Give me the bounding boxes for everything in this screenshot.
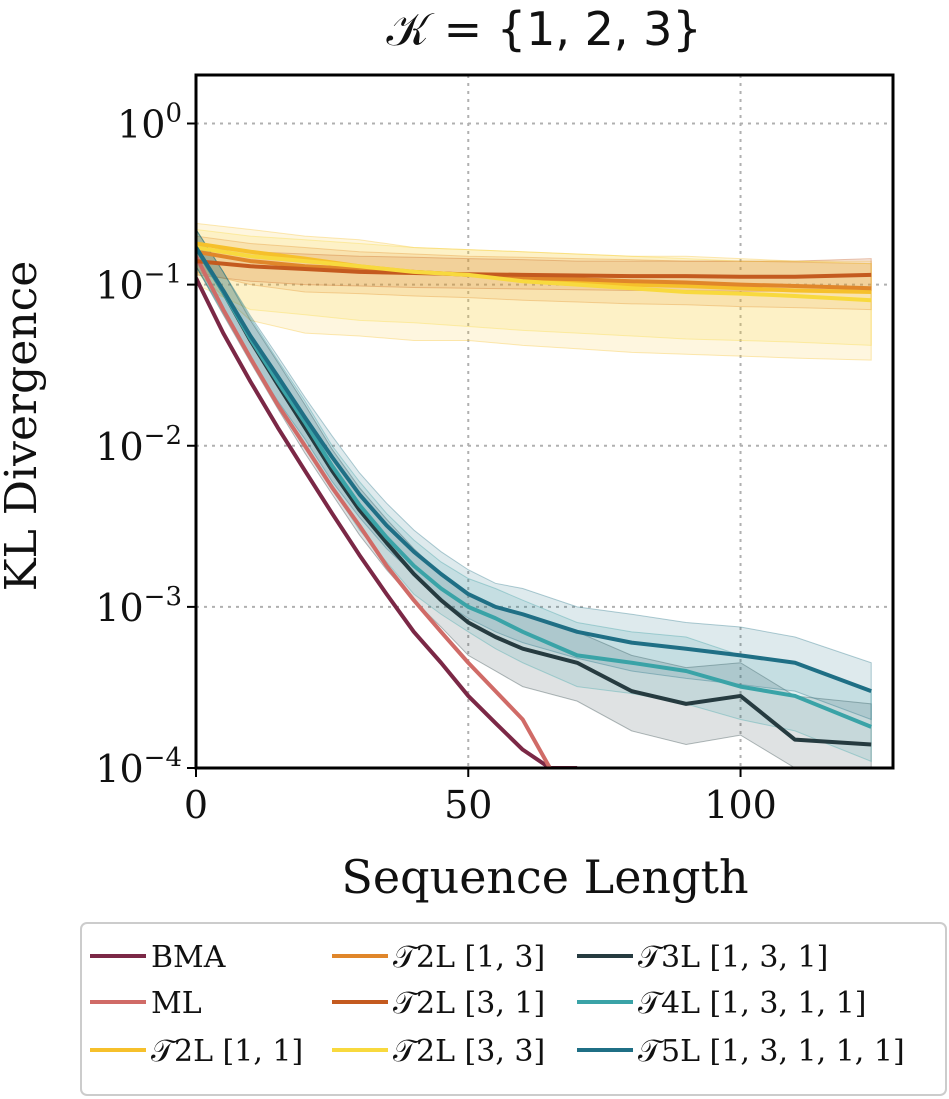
y-tick-label: 10−1	[95, 260, 182, 308]
series-5l-1-3-1-1-1-line	[196, 246, 872, 693]
series-2l-3-3-band	[196, 228, 872, 346]
series-2l-3-1-line	[196, 259, 872, 279]
legend-label: 𝒯2L [3, 3]	[393, 1034, 545, 1069]
legend-label: 𝒯5L [1, 3, 1, 1, 1]	[638, 1034, 905, 1069]
y-tick-label: 100	[117, 99, 182, 147]
series-5l-1-3-1-1-1-band	[196, 228, 872, 721]
legend-label: 𝒯4L [1, 3, 1, 1]	[638, 986, 867, 1021]
series-4l-1-3-1-1-line	[196, 246, 872, 729]
x-axis-ticks: 0 50 100	[184, 768, 777, 827]
plot-frame	[194, 73, 895, 770]
grid	[196, 75, 893, 768]
x-tick-label: 0	[184, 783, 208, 827]
y-tick-label: 10−2	[95, 421, 182, 469]
chart-title: 𝒦 = {1, 2, 3}	[386, 2, 701, 56]
series-ml-line	[196, 255, 552, 768]
y-axis-ticks: 100 10−1 10−2 10−3 10−4	[95, 99, 196, 791]
series-lines	[196, 241, 872, 768]
error-bands	[196, 222, 872, 768]
series-2l-3-3-line	[196, 245, 872, 303]
legend: BMA ML 𝒯2L [1, 1] 𝒯2L [1, 3] 𝒯2L [3, 1] 𝒯2L […	[80, 922, 947, 1096]
x-tick-label: 100	[704, 783, 777, 827]
y-axis-label: KL Divergence	[0, 261, 47, 592]
plot-area	[194, 73, 895, 770]
series-3l-1-3-1-band	[196, 228, 872, 768]
x-axis-label: Sequence Length	[341, 850, 748, 904]
legend-label: 𝒯3L [1, 3, 1]	[638, 940, 828, 975]
x-tick-label: 50	[444, 783, 492, 827]
series-2l-1-1-band	[196, 222, 872, 361]
series-2l-1-3-line	[196, 249, 872, 291]
legend-label: BMA	[151, 940, 226, 975]
series-bma-line	[196, 277, 578, 768]
legend-label: 𝒯2L [3, 1]	[393, 986, 545, 1021]
legend-label: ML	[151, 986, 202, 1021]
y-tick-label: 10−3	[95, 582, 182, 630]
legend-label: 𝒯2L [1, 3]	[393, 940, 545, 975]
legend-label: 𝒯2L [1, 1]	[151, 1034, 303, 1069]
legend-box	[80, 922, 947, 1096]
y-tick-label: 10−4	[95, 743, 182, 791]
